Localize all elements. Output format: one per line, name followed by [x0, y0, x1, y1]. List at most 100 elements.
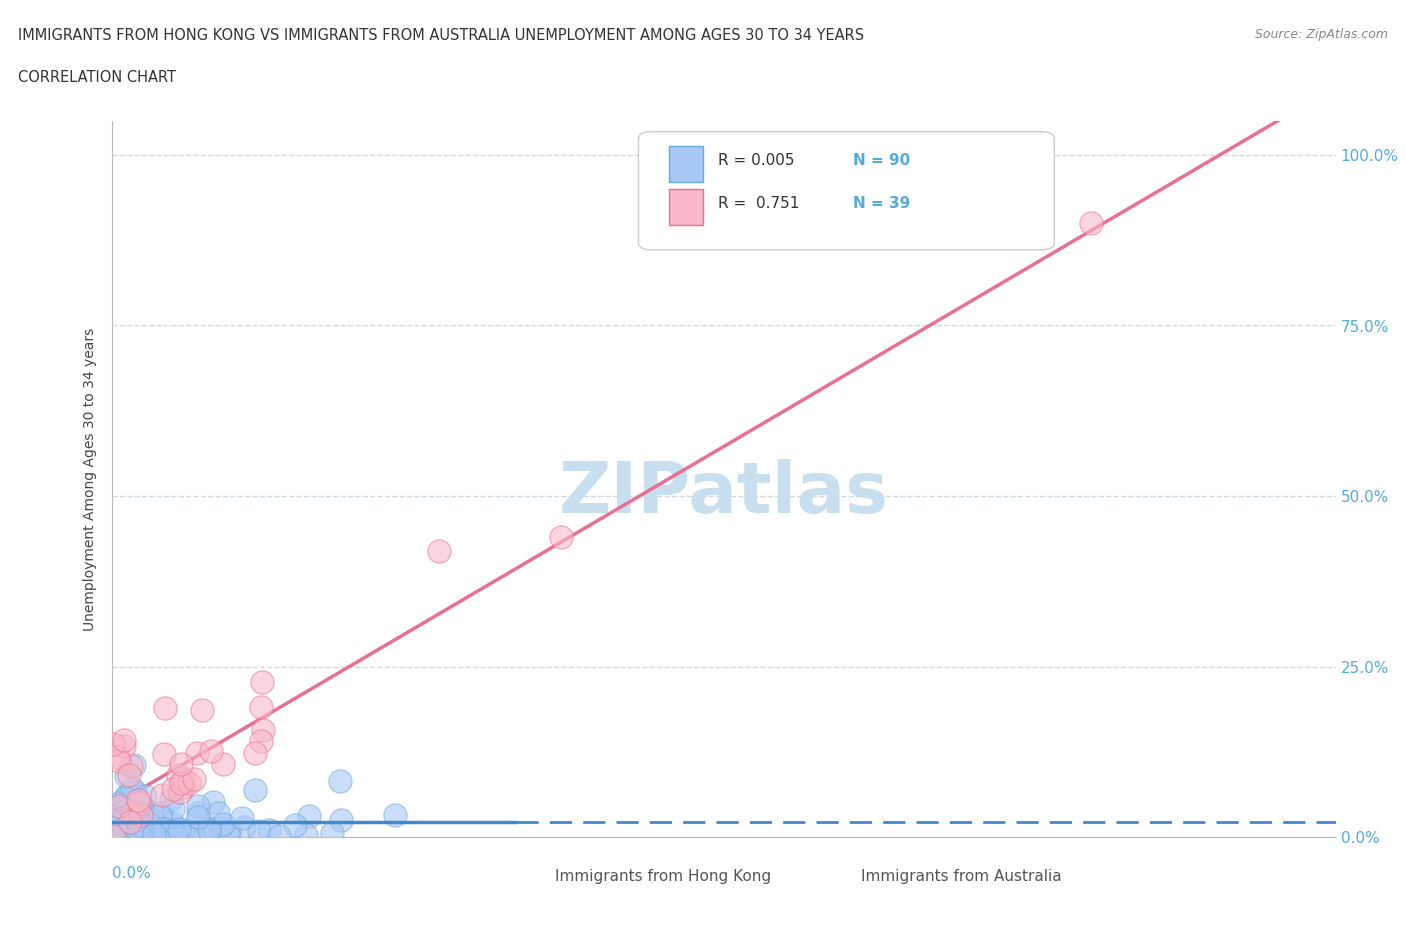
- Text: CORRELATION CHART: CORRELATION CHART: [18, 70, 176, 85]
- Point: [160, 824, 183, 839]
- Point: [243, 782, 266, 797]
- Point: [284, 817, 307, 832]
- Point: [160, 816, 183, 830]
- Point: [121, 781, 143, 796]
- Point: [127, 824, 149, 839]
- Point: [181, 828, 204, 843]
- Point: [186, 745, 208, 760]
- Point: [105, 817, 128, 831]
- Point: [198, 825, 221, 840]
- Point: [170, 757, 193, 772]
- Point: [183, 772, 205, 787]
- FancyBboxPatch shape: [669, 189, 703, 225]
- Point: [201, 794, 224, 809]
- Text: Immigrants from Hong Kong: Immigrants from Hong Kong: [555, 869, 772, 883]
- Point: [187, 799, 209, 814]
- Point: [146, 825, 169, 840]
- Point: [108, 753, 131, 768]
- Point: [110, 815, 132, 830]
- Point: [257, 822, 280, 837]
- Point: [267, 829, 290, 844]
- Point: [143, 827, 166, 842]
- Point: [104, 829, 127, 844]
- Point: [139, 817, 162, 832]
- Point: [114, 790, 136, 805]
- Point: [118, 768, 141, 783]
- Point: [330, 812, 353, 827]
- Text: IMMIGRANTS FROM HONG KONG VS IMMIGRANTS FROM AUSTRALIA UNEMPLOYMENT AMONG AGES 3: IMMIGRANTS FROM HONG KONG VS IMMIGRANTS …: [18, 28, 865, 43]
- Text: N = 90: N = 90: [852, 153, 910, 167]
- Text: Immigrants from Australia: Immigrants from Australia: [860, 869, 1062, 883]
- Point: [107, 814, 129, 829]
- Point: [101, 829, 124, 844]
- Point: [550, 529, 572, 544]
- Point: [160, 791, 183, 806]
- Point: [107, 826, 129, 841]
- Point: [105, 825, 128, 840]
- Point: [120, 758, 142, 773]
- Point: [112, 738, 135, 753]
- FancyBboxPatch shape: [638, 132, 1054, 250]
- Point: [173, 773, 195, 788]
- Point: [138, 825, 160, 840]
- Point: [141, 813, 163, 828]
- Point: [170, 776, 193, 790]
- Point: [152, 825, 174, 840]
- Text: R =  0.751: R = 0.751: [718, 195, 800, 211]
- Point: [187, 805, 209, 820]
- Text: Source: ZipAtlas.com: Source: ZipAtlas.com: [1254, 28, 1388, 41]
- Point: [128, 795, 150, 810]
- FancyBboxPatch shape: [516, 862, 547, 891]
- Point: [247, 823, 270, 838]
- Point: [232, 820, 254, 835]
- Point: [125, 817, 148, 832]
- Point: [108, 796, 131, 811]
- Point: [121, 805, 143, 820]
- Point: [172, 823, 194, 838]
- Point: [108, 799, 131, 814]
- Point: [127, 792, 149, 807]
- Point: [122, 757, 145, 772]
- Point: [125, 801, 148, 816]
- Point: [295, 828, 318, 843]
- Point: [231, 810, 253, 825]
- Point: [104, 828, 127, 843]
- Point: [149, 826, 172, 841]
- Point: [172, 780, 194, 795]
- Point: [167, 821, 190, 836]
- Point: [131, 802, 153, 817]
- Point: [252, 723, 274, 737]
- Point: [243, 746, 266, 761]
- Point: [124, 784, 146, 799]
- Point: [124, 829, 146, 844]
- Text: ZIPatlas: ZIPatlas: [560, 458, 889, 527]
- Point: [250, 675, 273, 690]
- Point: [104, 817, 127, 831]
- FancyBboxPatch shape: [669, 146, 703, 181]
- Point: [191, 702, 214, 717]
- Point: [162, 802, 184, 817]
- Point: [187, 809, 209, 824]
- Point: [149, 809, 172, 824]
- Point: [427, 543, 450, 558]
- Point: [122, 825, 145, 840]
- Point: [212, 757, 235, 772]
- Point: [114, 769, 136, 784]
- Point: [134, 789, 156, 804]
- Point: [125, 812, 148, 827]
- Point: [111, 827, 134, 842]
- Point: [162, 830, 184, 844]
- FancyBboxPatch shape: [823, 862, 852, 891]
- Point: [107, 825, 129, 840]
- Y-axis label: Unemployment Among Ages 30 to 34 years: Unemployment Among Ages 30 to 34 years: [83, 327, 97, 631]
- Point: [198, 822, 221, 837]
- Point: [129, 807, 152, 822]
- Point: [1080, 216, 1102, 231]
- Point: [132, 828, 155, 843]
- Point: [150, 805, 173, 820]
- Point: [111, 811, 134, 826]
- Point: [209, 820, 232, 835]
- Point: [114, 789, 136, 804]
- Text: N = 39: N = 39: [852, 195, 910, 211]
- Text: R = 0.005: R = 0.005: [718, 153, 794, 167]
